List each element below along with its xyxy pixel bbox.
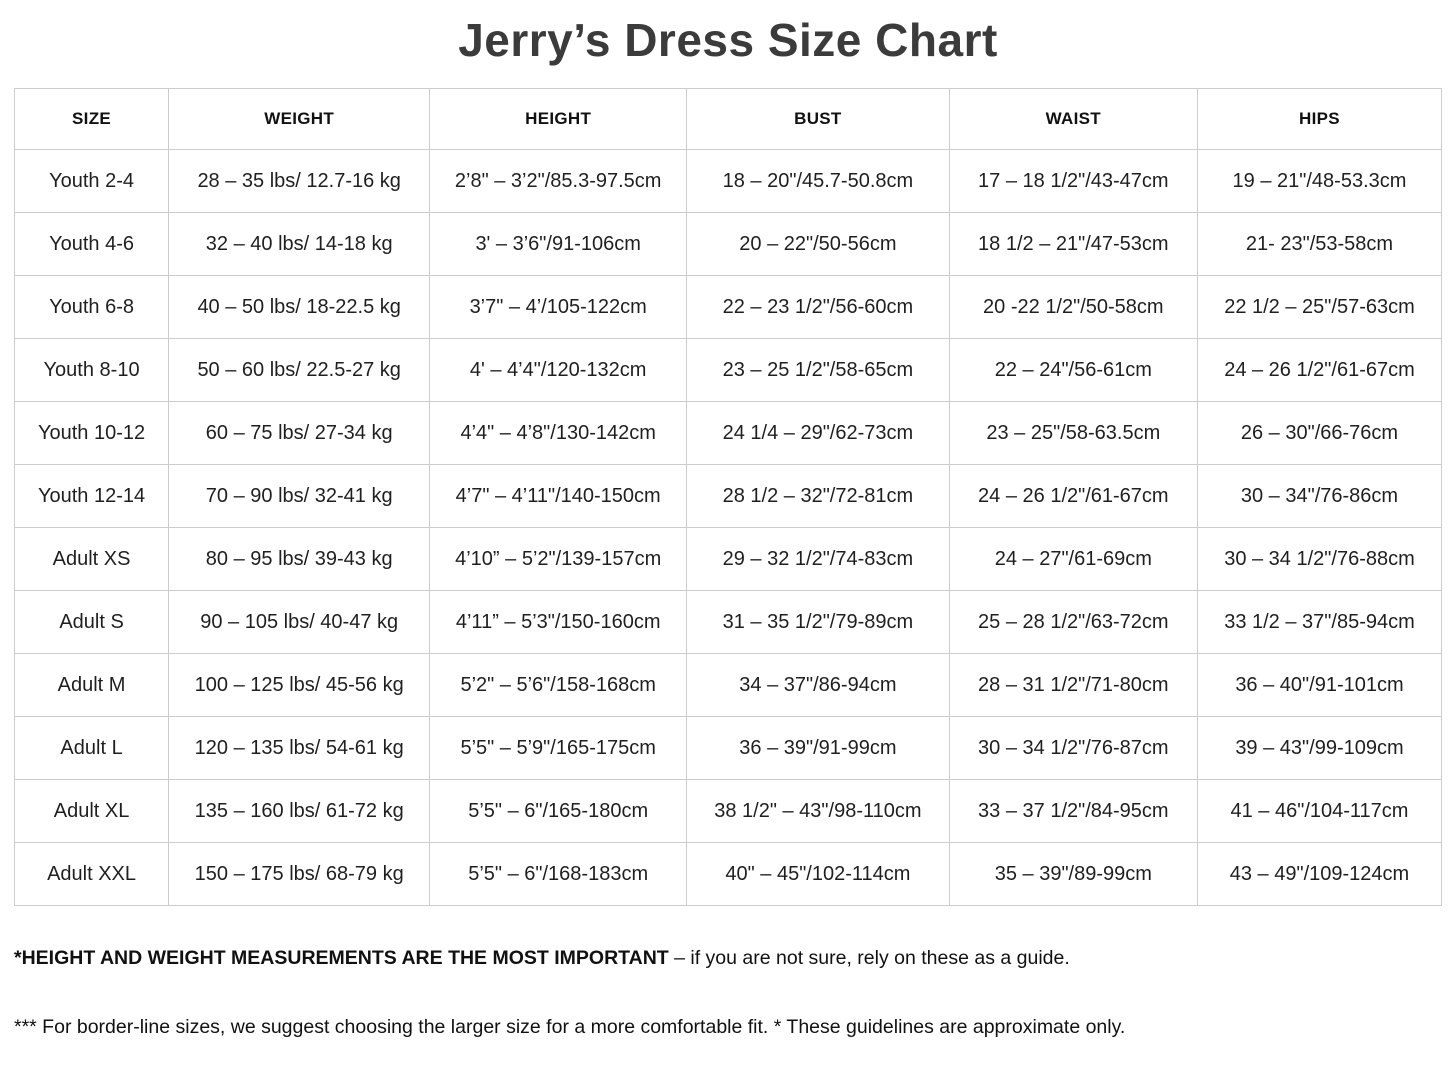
cell-size: Adult L (13, 716, 170, 780)
cell-waist: 24 – 26 1/2"/61-67cm (948, 464, 1198, 528)
header-weight: WEIGHT (168, 88, 431, 150)
cell-waist: 24 – 27"/61-69cm (948, 527, 1198, 591)
cell-waist: 33 – 37 1/2"/84-95cm (948, 779, 1198, 843)
note-height-weight-bold: *HEIGHT AND WEIGHT MEASUREMENTS ARE THE … (14, 947, 669, 969)
cell-height: 5’5" – 6"/165-180cm (429, 779, 688, 843)
cell-hips: 41 – 46"/104-117cm (1196, 779, 1443, 843)
cell-size: Adult XL (13, 779, 170, 843)
cell-height: 4' – 4’4"/120-132cm (429, 338, 688, 402)
cell-size: Adult XS (13, 527, 170, 591)
table-row: Youth 6-8 40 – 50 lbs/ 18-22.5 kg 3’7" –… (13, 275, 1443, 339)
cell-weight: 100 – 125 lbs/ 45-56 kg (168, 653, 431, 717)
cell-waist: 28 – 31 1/2"/71-80cm (948, 653, 1198, 717)
cell-weight: 150 – 175 lbs/ 68-79 kg (168, 842, 431, 906)
cell-hips: 30 – 34"/76-86cm (1196, 464, 1443, 528)
table-row: Adult XL 135 – 160 lbs/ 61-72 kg 5’5" – … (13, 779, 1443, 843)
cell-bust: 28 1/2 – 32"/72-81cm (686, 464, 950, 528)
cell-height: 4’11” – 5’3"/150-160cm (429, 590, 688, 654)
cell-hips: 36 – 40"/91-101cm (1196, 653, 1443, 717)
cell-bust: 40" – 45"/102-114cm (686, 842, 950, 906)
cell-weight: 40 – 50 lbs/ 18-22.5 kg (168, 275, 431, 339)
cell-hips: 43 – 49"/109-124cm (1196, 842, 1443, 906)
cell-bust: 31 – 35 1/2"/79-89cm (686, 590, 950, 654)
cell-weight: 32 – 40 lbs/ 14-18 kg (168, 212, 431, 276)
cell-hips: 30 – 34 1/2"/76-88cm (1196, 527, 1443, 591)
cell-height: 3’7" – 4’/105-122cm (429, 275, 688, 339)
cell-waist: 35 – 39"/89-99cm (948, 842, 1198, 906)
cell-hips: 21- 23"/53-58cm (1196, 212, 1443, 276)
table-row: Youth 12-14 70 – 90 lbs/ 32-41 kg 4’7" –… (13, 464, 1443, 528)
cell-weight: 80 – 95 lbs/ 39-43 kg (168, 527, 431, 591)
cell-height: 4’7" – 4’11"/140-150cm (429, 464, 688, 528)
cell-bust: 22 – 23 1/2"/56-60cm (686, 275, 950, 339)
note-height-weight-rest: – if you are not sure, rely on these as … (668, 947, 1070, 969)
footnotes: *HEIGHT AND WEIGHT MEASUREMENTS ARE THE … (14, 947, 1442, 1039)
table-row: Adult XS 80 – 95 lbs/ 39-43 kg 4’10” – 5… (13, 527, 1443, 591)
header-hips: HIPS (1196, 88, 1443, 150)
table-row: Youth 2-4 28 – 35 lbs/ 12.7-16 kg 2’8" –… (13, 149, 1443, 213)
note-borderline: *** For border-line sizes, we suggest ch… (14, 1016, 1126, 1038)
cell-hips: 26 – 30"/66-76cm (1196, 401, 1443, 465)
cell-weight: 90 – 105 lbs/ 40-47 kg (168, 590, 431, 654)
cell-waist: 17 – 18 1/2"/43-47cm (948, 149, 1198, 213)
header-bust: BUST (686, 88, 950, 150)
cell-waist: 18 1/2 – 21"/47-53cm (948, 212, 1198, 276)
cell-bust: 29 – 32 1/2"/74-83cm (686, 527, 950, 591)
table-header-row: SIZE WEIGHT HEIGHT BUST WAIST HIPS (13, 88, 1443, 150)
cell-bust: 23 – 25 1/2"/58-65cm (686, 338, 950, 402)
cell-size: Youth 6-8 (13, 275, 170, 339)
cell-height: 4’10” – 5’2"/139-157cm (429, 527, 688, 591)
cell-size: Adult M (13, 653, 170, 717)
cell-hips: 19 – 21"/48-53.3cm (1196, 149, 1443, 213)
cell-bust: 34 – 37"/86-94cm (686, 653, 950, 717)
cell-weight: 120 – 135 lbs/ 54-61 kg (168, 716, 431, 780)
table-row: Adult S 90 – 105 lbs/ 40-47 kg 4’11” – 5… (13, 590, 1443, 654)
table-row: Adult M 100 – 125 lbs/ 45-56 kg 5’2" – 5… (13, 653, 1443, 717)
cell-height: 5’5" – 5’9"/165-175cm (429, 716, 688, 780)
cell-weight: 50 – 60 lbs/ 22.5-27 kg (168, 338, 431, 402)
table-row: Youth 8-10 50 – 60 lbs/ 22.5-27 kg 4' – … (13, 338, 1443, 402)
table-row: Adult L 120 – 135 lbs/ 54-61 kg 5’5" – 5… (13, 716, 1443, 780)
cell-weight: 70 – 90 lbs/ 32-41 kg (168, 464, 431, 528)
cell-hips: 22 1/2 – 25"/57-63cm (1196, 275, 1443, 339)
cell-hips: 39 – 43"/99-109cm (1196, 716, 1443, 780)
cell-hips: 33 1/2 – 37"/85-94cm (1196, 590, 1443, 654)
cell-size: Youth 10-12 (13, 401, 170, 465)
cell-hips: 24 – 26 1/2"/61-67cm (1196, 338, 1443, 402)
header-size: SIZE (13, 88, 170, 150)
cell-weight: 135 – 160 lbs/ 61-72 kg (168, 779, 431, 843)
table-row: Adult XXL 150 – 175 lbs/ 68-79 kg 5’5" –… (13, 842, 1443, 906)
cell-height: 2’8" – 3’2"/85.3-97.5cm (429, 149, 688, 213)
cell-size: Youth 4-6 (13, 212, 170, 276)
cell-size: Youth 2-4 (13, 149, 170, 213)
cell-bust: 24 1/4 – 29"/62-73cm (686, 401, 950, 465)
cell-weight: 60 – 75 lbs/ 27-34 kg (168, 401, 431, 465)
cell-weight: 28 – 35 lbs/ 12.7-16 kg (168, 149, 431, 213)
cell-height: 5’2" – 5’6"/158-168cm (429, 653, 688, 717)
size-chart-page: Jerry’s Dress Size Chart SIZE WEIGHT HEI… (0, 12, 1456, 1070)
table-row: Youth 4-6 32 – 40 lbs/ 14-18 kg 3' – 3’6… (13, 212, 1443, 276)
cell-waist: 25 – 28 1/2"/63-72cm (948, 590, 1198, 654)
note-height-weight: *HEIGHT AND WEIGHT MEASUREMENTS ARE THE … (14, 947, 1442, 970)
cell-size: Adult S (13, 590, 170, 654)
cell-waist: 22 – 24"/56-61cm (948, 338, 1198, 402)
cell-bust: 38 1/2" – 43"/98-110cm (686, 779, 950, 843)
cell-height: 5’5" – 6"/168-183cm (429, 842, 688, 906)
cell-size: Youth 12-14 (13, 464, 170, 528)
cell-height: 3' – 3’6"/91-106cm (429, 212, 688, 276)
cell-size: Adult XXL (13, 842, 170, 906)
cell-size: Youth 8-10 (13, 338, 170, 402)
page-title: Jerry’s Dress Size Chart (458, 14, 998, 66)
table-row: Youth 10-12 60 – 75 lbs/ 27-34 kg 4’4" –… (13, 401, 1443, 465)
cell-bust: 20 – 22"/50-56cm (686, 212, 950, 276)
cell-waist: 23 – 25"/58-63.5cm (948, 401, 1198, 465)
cell-waist: 20 -22 1/2"/50-58cm (948, 275, 1198, 339)
cell-waist: 30 – 34 1/2"/76-87cm (948, 716, 1198, 780)
cell-height: 4’4" – 4’8"/130-142cm (429, 401, 688, 465)
size-chart-table: SIZE WEIGHT HEIGHT BUST WAIST HIPS Youth… (13, 88, 1443, 906)
cell-bust: 18 – 20"/45.7-50.8cm (686, 149, 950, 213)
header-waist: WAIST (948, 88, 1198, 150)
cell-bust: 36 – 39"/91-99cm (686, 716, 950, 780)
header-height: HEIGHT (429, 88, 688, 150)
